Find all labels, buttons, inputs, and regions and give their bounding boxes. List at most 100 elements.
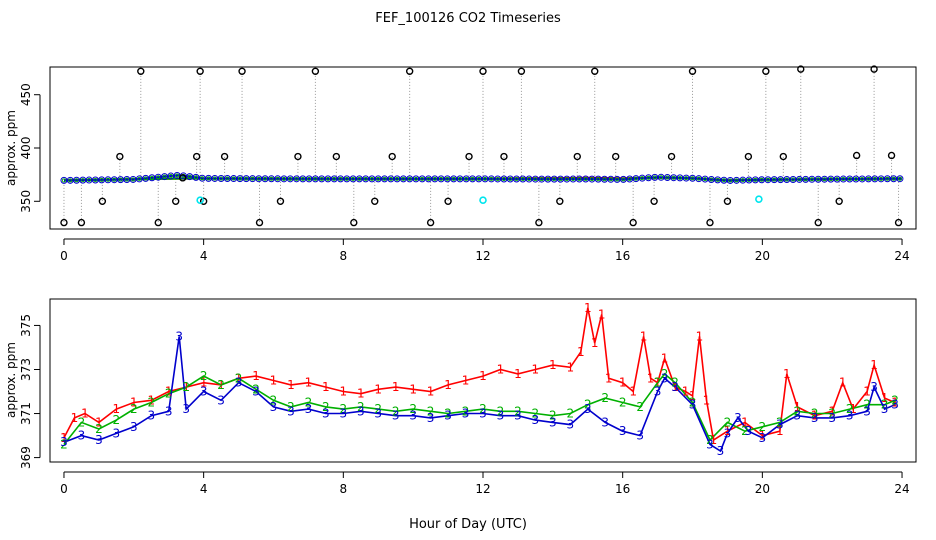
top-series-2-point <box>652 175 657 180</box>
top-series-2-point <box>696 176 701 181</box>
top-series-2-point <box>263 176 268 181</box>
top-y-tick-label: 350 <box>19 190 33 213</box>
top-series-2-point <box>797 177 802 182</box>
top-series-2-point <box>388 176 393 181</box>
top-series-2-point <box>131 177 136 182</box>
bottom-series-2-point: 2 <box>217 378 225 392</box>
top-reference-point <box>172 197 180 205</box>
bottom-x-tick-label: 0 <box>60 482 68 496</box>
bottom-series-1-point: 1 <box>514 367 522 381</box>
top-series-2-point <box>313 176 318 181</box>
bottom-series-2-point: 2 <box>252 382 260 396</box>
bottom-series-3-point: 3 <box>881 402 889 416</box>
bottom-series-2-point: 2 <box>322 400 330 414</box>
top-series-2-point <box>772 177 777 182</box>
bottom-series-2-point: 2 <box>60 437 68 451</box>
top-series-2-point <box>784 177 789 182</box>
bottom-series-3-point: 3 <box>252 385 260 399</box>
bottom-series-3-point: 3 <box>811 411 819 425</box>
top-series-2-point <box>545 177 550 182</box>
top-series-2-point <box>872 176 877 181</box>
top-reference-point <box>276 197 285 205</box>
bottom-series-1-point: 1 <box>287 378 295 392</box>
bottom-series-1-point: 1 <box>497 362 505 376</box>
bottom-series-1-point: 1 <box>95 415 103 429</box>
bottom-x-tick-label: 4 <box>200 482 208 496</box>
bottom-series-1-point: 1 <box>759 429 767 443</box>
bottom-series-1-point: 1 <box>444 378 452 392</box>
bottom-series-3-point: 3 <box>113 426 121 440</box>
top-series-2-point <box>162 174 167 179</box>
top-x-tick-label: 12 <box>475 249 490 263</box>
top-series-2-point <box>489 176 494 181</box>
top-series-2-point <box>885 176 890 181</box>
top-series-2-point <box>709 177 714 182</box>
top-reference-point <box>535 218 543 227</box>
top-reference-point <box>762 67 770 75</box>
bottom-series-3-point: 3 <box>95 433 103 447</box>
bottom-series-3-point: 3 <box>863 404 871 418</box>
bottom-series-2-point: 2 <box>270 393 278 407</box>
top-series-2-point <box>734 178 739 183</box>
bottom-series-3-point: 3 <box>444 409 452 423</box>
top-reference-point <box>371 197 379 205</box>
top-series-2-point <box>684 176 689 181</box>
top-series-2-point <box>426 176 431 181</box>
top-y-tick-label: 450 <box>19 83 33 106</box>
bottom-series-3-point: 3 <box>549 415 557 429</box>
top-series-3-point <box>896 175 904 183</box>
top-reference-point <box>797 65 805 73</box>
top-series-2-point <box>577 177 582 182</box>
bottom-series-1-point: 1 <box>619 376 627 390</box>
bottom-series-2-point: 2 <box>374 402 382 416</box>
bottom-series-2-point: 2 <box>724 415 732 429</box>
top-series-2-point <box>740 178 745 183</box>
top-reference-point <box>556 197 564 205</box>
bottom-series-3-point: 3 <box>734 411 742 425</box>
top-series-2-point <box>646 175 651 180</box>
top-series-2-point <box>470 176 475 181</box>
top-series-2-point <box>659 175 664 180</box>
bottom-series-2-point: 2 <box>584 398 592 412</box>
bottom-series-1-point: 1 <box>270 374 278 388</box>
bottom-series-1-point: 1 <box>217 378 225 392</box>
bottom-series-3-point: 3 <box>497 409 505 423</box>
bottom-series-3-point: 3 <box>60 435 68 449</box>
top-series-2-point <box>847 177 852 182</box>
top-series-2-point <box>703 177 708 182</box>
bottom-x-tick-label: 24 <box>894 482 909 496</box>
top-axes: 0 4 8 12 16 20 24 350 400 450 <box>19 83 910 263</box>
top-series-2-point <box>325 176 330 181</box>
top-series-2-point <box>68 178 73 183</box>
top-series-2-point <box>508 176 513 181</box>
bottom-series-3-point: 3 <box>891 398 899 412</box>
bottom-series-2-point: 2 <box>863 398 871 412</box>
top-reference-point <box>852 151 861 160</box>
top-x-tick-label: 20 <box>755 249 770 263</box>
top-series-2-point <box>495 176 500 181</box>
bottom-series-2-point: 2 <box>636 400 644 414</box>
bottom-series-1-point: 1 <box>305 376 313 390</box>
bottom-series-3-point: 3 <box>462 407 470 421</box>
top-reference-point <box>779 152 788 161</box>
top-panel-frame <box>49 66 917 230</box>
bottom-series-1-point: 1 <box>392 380 400 394</box>
bottom-series-2-point: 2 <box>147 396 155 410</box>
top-reference-point <box>137 67 145 75</box>
top-reference-point <box>196 67 204 75</box>
bottom-series-3-point: 3 <box>287 404 295 418</box>
bottom-series-1-point: 1 <box>462 374 470 388</box>
bottom-series-2-point: 2 <box>479 402 487 416</box>
top-series-2-point <box>225 176 230 181</box>
bottom-series-2-point: 2 <box>776 415 784 429</box>
bottom-series-3-point: 3 <box>706 437 714 451</box>
bottom-x-tick-label: 12 <box>475 482 490 496</box>
top-series-2-point <box>99 177 104 182</box>
top-series-2-point <box>288 176 293 181</box>
bottom-series-2-point: 2 <box>340 402 348 416</box>
bottom-x-tick-label: 20 <box>755 482 770 496</box>
top-series-2-point <box>552 177 557 182</box>
